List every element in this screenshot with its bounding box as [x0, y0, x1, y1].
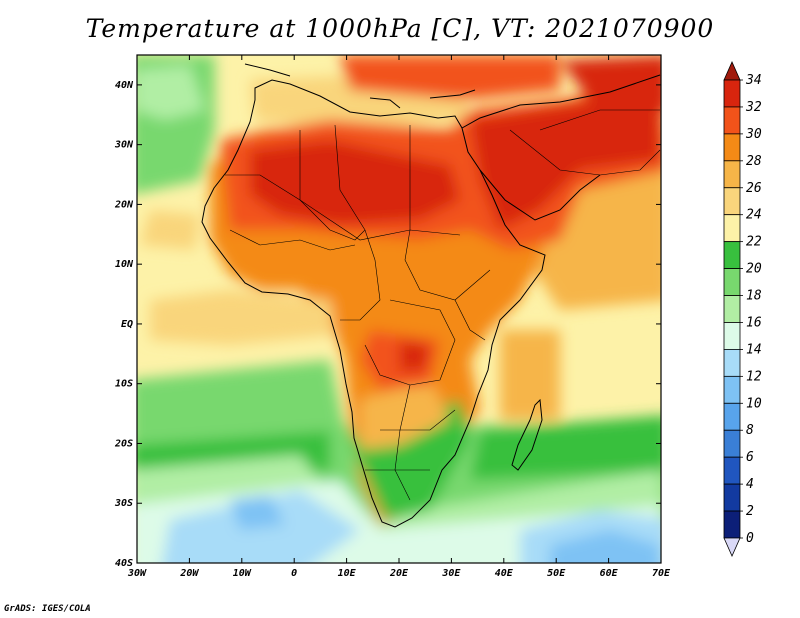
colorbar-swatch — [723, 160, 741, 189]
lat-label: 20N — [114, 199, 134, 210]
lat-label: 30S — [114, 498, 133, 509]
colorbar-swatch — [723, 510, 741, 539]
lat-label: 40S — [115, 558, 133, 569]
lat-label: 10N — [115, 259, 134, 270]
lat-label: EQ — [121, 319, 133, 330]
colorbar-swatch — [723, 187, 741, 216]
lon-label: 40E — [495, 568, 514, 579]
colorbar-label: 6 — [746, 450, 754, 465]
map-title: Temperature at 1000hPa [C], VT: 20210709… — [85, 14, 715, 43]
colorbar-swatch — [723, 429, 741, 458]
lon-label: 50E — [547, 568, 566, 579]
colorbar-swatch — [723, 349, 741, 377]
lat-label: 20S — [114, 438, 133, 449]
colorbar-label: 30 — [745, 127, 762, 142]
colorbar-label: 20 — [746, 262, 762, 277]
colorbar-swatch — [723, 402, 741, 431]
coastlines — [201, 63, 661, 528]
lon-label: 30W — [127, 568, 147, 579]
colorbar-swatch — [723, 456, 741, 485]
colorbar-label: 34 — [745, 73, 762, 88]
colorbar-label: 32 — [745, 100, 762, 115]
lon-label: 10E — [338, 568, 357, 579]
colorbar-label: 18 — [746, 289, 762, 304]
lon-label: 20W — [179, 568, 199, 579]
colorbar-swatch — [723, 268, 741, 296]
colorbar-swatch — [723, 214, 741, 243]
colorbar-swatch — [723, 483, 741, 512]
colorbar-label: 26 — [746, 181, 762, 196]
colorbar-swatch — [723, 375, 741, 404]
lat-label: 10S — [115, 379, 133, 390]
colorbar-swatch — [723, 322, 741, 350]
temperature-field — [137, 55, 661, 563]
colorbar-swatch — [723, 79, 741, 108]
colorbar-label: 24 — [746, 208, 762, 223]
lon-label: 20E — [389, 568, 409, 579]
colorbar-label: 4 — [746, 477, 754, 492]
axis-labels: 30W 20W 10W 0 10E 20E 30E 40E 50E 60E 70E 40N 30N 20N… — [114, 80, 671, 579]
lon-label: 10W — [233, 568, 252, 579]
colorbar-label: 2 — [746, 504, 754, 519]
lon-label: 60E — [600, 568, 619, 579]
colorbar-label: 16 — [746, 315, 762, 330]
axis-ticks — [136, 55, 662, 564]
colorbar-label: 28 — [746, 154, 762, 169]
colorbar-label: 0 — [746, 531, 754, 546]
lat-label: 30N — [114, 140, 134, 151]
colorbar-label: 10 — [746, 396, 762, 411]
lon-label: 30E — [441, 568, 461, 579]
lon-label: 0 — [291, 568, 297, 579]
colorbar-label: 12 — [746, 369, 762, 384]
colorbar-swatch — [723, 133, 741, 162]
lat-label: 40N — [115, 80, 134, 91]
country-borders — [225, 109, 661, 501]
colorbar-label: 8 — [746, 423, 754, 438]
lon-label: 70E — [652, 568, 671, 579]
colorbar-swatch — [723, 241, 741, 269]
colorbar-swatch — [723, 106, 741, 135]
colorbar-bottom-arrow — [723, 537, 741, 557]
colorbar-swatch — [723, 295, 741, 323]
colorbar-label: 22 — [746, 235, 762, 250]
credit-label: GrADS: IGES/COLA — [4, 604, 91, 614]
colorbar-top-arrow — [723, 61, 741, 81]
colorbar-label: 14 — [746, 342, 762, 357]
